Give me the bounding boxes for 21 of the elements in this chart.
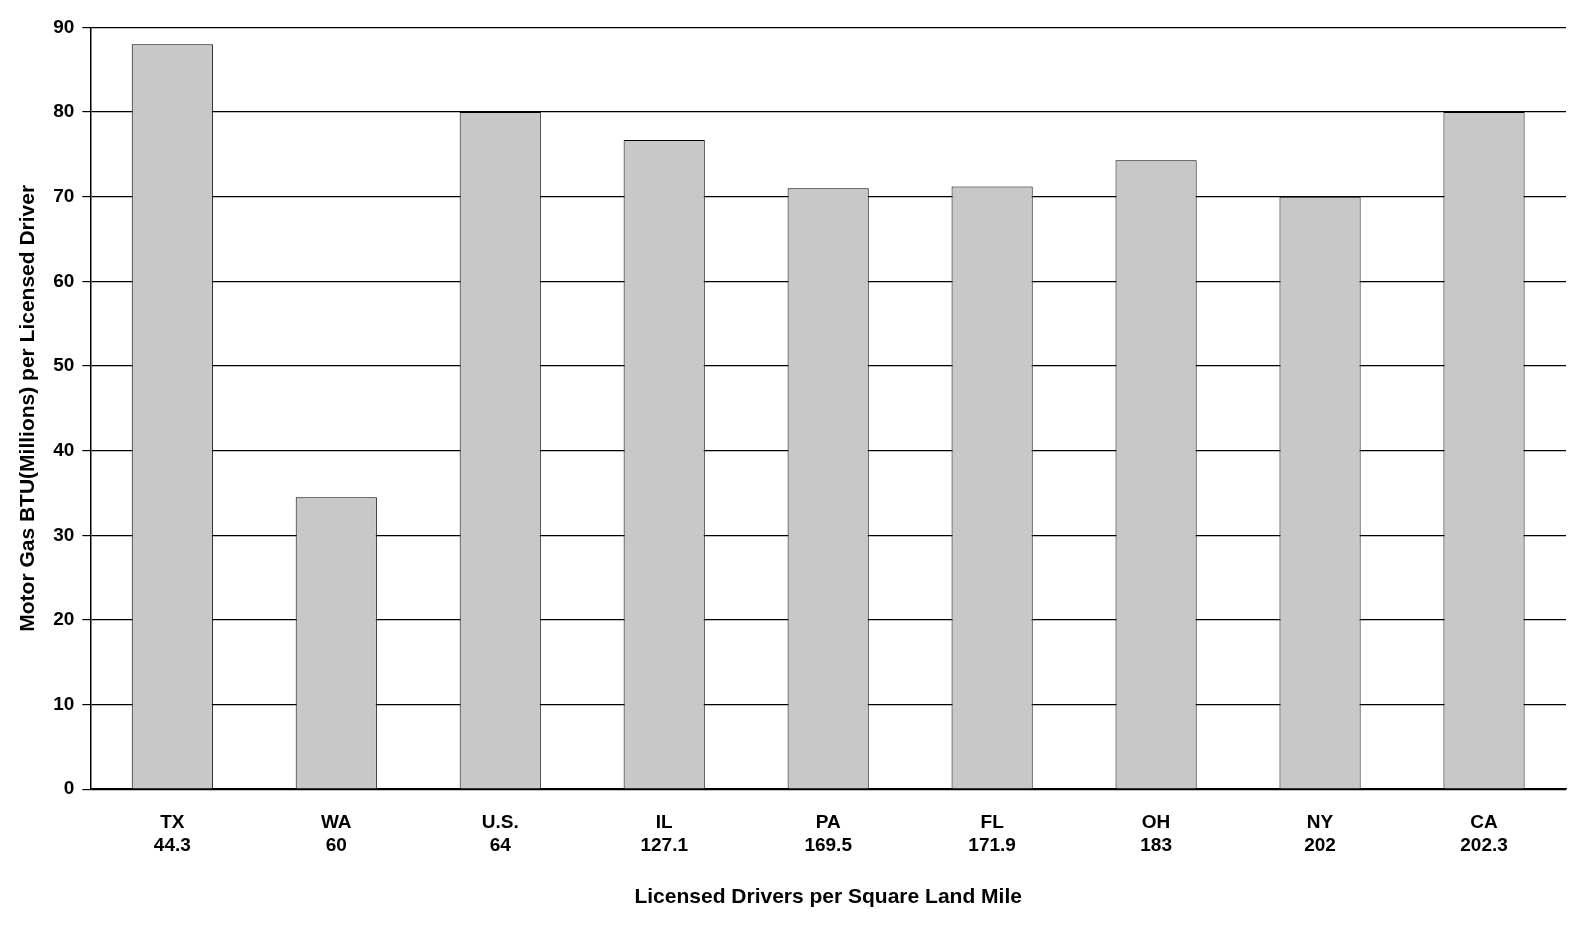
y-tick-label: 80 [53,100,75,122]
y-tick-label: 0 [63,777,75,799]
y-tick-label: 70 [53,184,75,206]
x-tick-label: OH 183 [1140,810,1172,855]
x-tick-label: WA 60 [320,810,352,855]
y-tick-label: 20 [53,608,75,630]
y-tick-label: 60 [53,269,75,291]
x-tick-label: FL 171.9 [968,810,1016,855]
x-tick-label: PA 169.5 [804,810,853,855]
y-tick-label: 90 [53,15,75,37]
x-tick-label: TX 44.3 [153,810,191,855]
y-tick-label: 30 [53,523,75,545]
x-tick-label: CA 202.3 [1460,810,1508,855]
y-tick-label: 40 [53,438,75,460]
y-tick-label: 10 [53,692,75,714]
x-tick-label: U.S. 64 [481,810,519,855]
x-tick-label: IL 127.1 [640,810,689,855]
x-axis-title: Licensed Drivers per Square Land Mile [634,884,1022,908]
y-axis-title: Motor Gas BTU(Millions) per Licensed Driver [15,184,39,632]
y-tick-label: 50 [53,354,75,376]
x-tick-label: NY 202 [1304,810,1336,855]
